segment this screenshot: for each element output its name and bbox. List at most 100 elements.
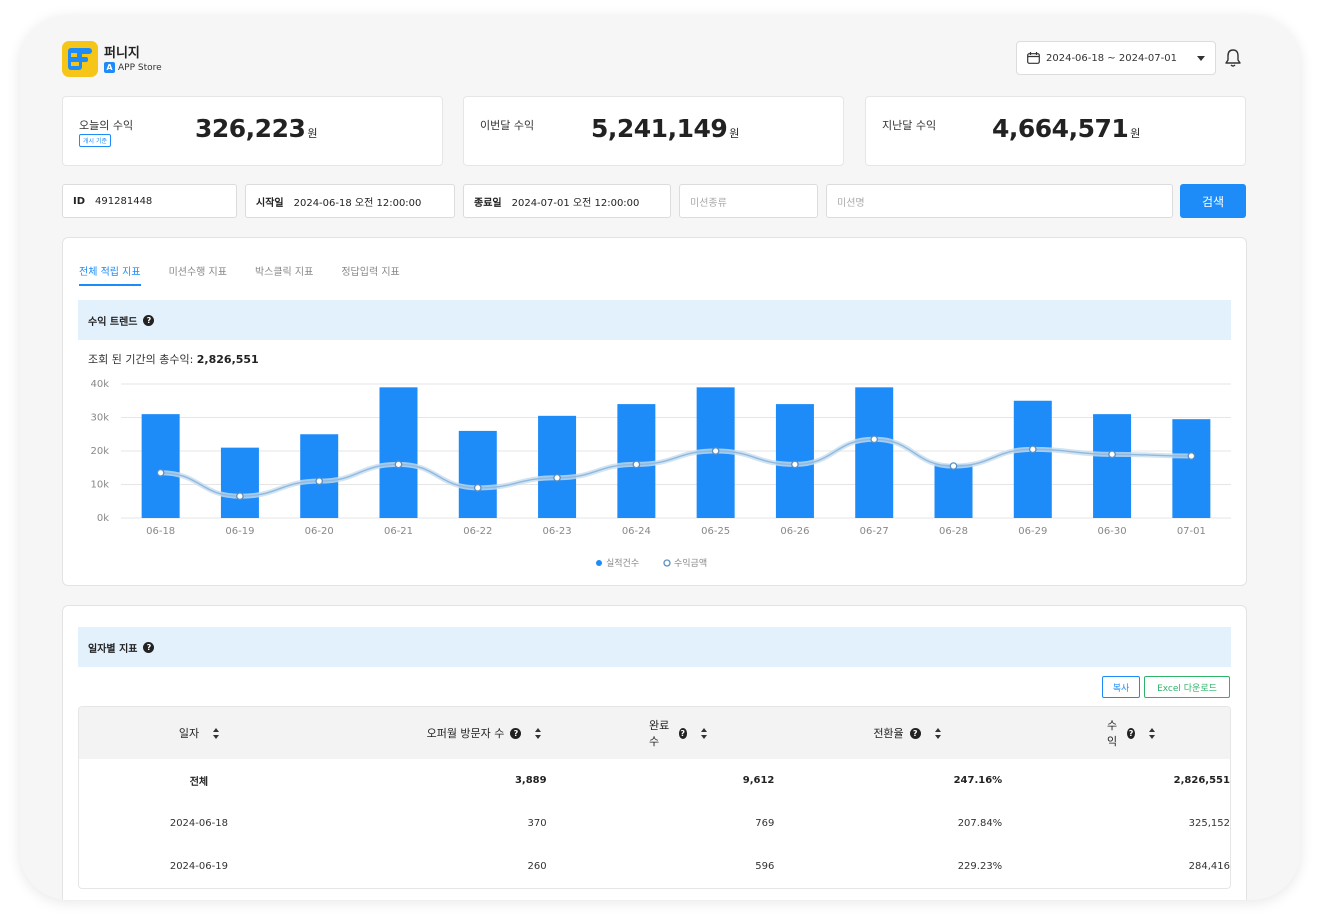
period-total-label: 조회 된 기간의 총수익: xyxy=(88,353,194,366)
help-icon[interactable]: ? xyxy=(909,727,921,739)
cell-revenue: 284,416 xyxy=(1188,861,1230,872)
date-range-picker[interactable]: 2024-06-18 ~ 2024-07-01 xyxy=(1016,41,1216,75)
col-completions[interactable]: 완료수 ? xyxy=(649,717,707,749)
col-conversion-label: 전환율 xyxy=(873,727,904,740)
id-field[interactable]: ID 491281448 xyxy=(62,184,237,218)
legend-line-marker xyxy=(663,559,671,567)
x-tick-label: 06-25 xyxy=(701,526,730,537)
x-tick-label: 06-30 xyxy=(1098,526,1127,537)
stat-unit: 원 xyxy=(729,127,739,140)
stat-last-month-revenue: 지난달 수익 4,664,571 원 xyxy=(865,96,1246,166)
col-visitors[interactable]: 오퍼월 방문자 수 ? xyxy=(319,725,649,741)
id-value: 491281448 xyxy=(95,195,153,207)
line-point xyxy=(949,462,958,470)
stat-label: 이번달 수익 xyxy=(480,119,535,132)
help-icon[interactable]: ? xyxy=(143,314,155,326)
search-button[interactable]: 검색 xyxy=(1180,184,1246,218)
tab-box-click[interactable]: 박스클릭 지표 xyxy=(254,267,314,278)
x-tick-label: 06-22 xyxy=(463,526,492,537)
end-date-value: 2024-07-01 오전 12:00:00 xyxy=(511,197,640,209)
tab-answer-input[interactable]: 정답입력 지표 xyxy=(341,267,400,278)
stat-value: 5,241,149 원 xyxy=(591,114,739,143)
col-completions-label: 완료수 xyxy=(649,719,670,748)
bar xyxy=(1093,414,1132,518)
app-logo-icon xyxy=(68,48,92,70)
x-tick-label: 06-18 xyxy=(146,526,175,537)
trend-section-header: 수익 트렌드 ? xyxy=(78,300,1231,340)
x-tick-label: 06-23 xyxy=(543,526,572,537)
app-name: 퍼니지 xyxy=(104,46,140,61)
help-icon[interactable]: ? xyxy=(678,727,687,739)
stat-number: 5,241,149 xyxy=(591,114,728,143)
bar xyxy=(141,414,180,518)
sort-icon[interactable] xyxy=(701,727,707,739)
daily-title: 일자별 지표 xyxy=(88,643,138,655)
cell-visitors: 370 xyxy=(527,818,547,829)
table-row: 2024-06-19 260 596 229.23% 284,416 xyxy=(79,845,1230,888)
help-icon[interactable]: ? xyxy=(510,727,522,739)
col-revenue[interactable]: 수익 ? xyxy=(1107,717,1155,749)
cell-completions: 9,612 xyxy=(742,775,775,786)
col-visitors-label: 오퍼월 방문자 수 xyxy=(426,727,505,740)
id-label: ID xyxy=(73,195,86,207)
tab-mission[interactable]: 미션수행 지표 xyxy=(168,267,227,278)
bar xyxy=(1172,419,1211,518)
start-date-field[interactable]: 시작일 2024-06-18 오전 12:00:00 xyxy=(245,184,455,218)
y-tick-label: 10k xyxy=(90,480,109,491)
tab-all-earnings[interactable]: 전체 적립 지표 xyxy=(79,263,141,286)
line-point xyxy=(394,460,403,469)
line-point xyxy=(870,435,879,444)
mission-type-placeholder: 미션종류 xyxy=(690,197,727,209)
start-date-value: 2024-06-18 오전 12:00:00 xyxy=(293,197,422,209)
excel-download-button[interactable]: Excel 다운로드 xyxy=(1144,676,1230,698)
line-point xyxy=(1028,445,1037,454)
help-icon[interactable]: ? xyxy=(143,641,155,653)
line-point xyxy=(553,473,561,482)
col-conversion[interactable]: 전환율 ? xyxy=(707,725,1107,741)
x-tick-label: 06-26 xyxy=(780,526,809,537)
stat-this-month-revenue: 이번달 수익 5,241,149 원 xyxy=(463,96,844,166)
x-tick-label: 06-27 xyxy=(860,526,889,537)
stat-number: 326,223 xyxy=(195,114,306,143)
line-point xyxy=(1187,452,1196,460)
store-badge: A APP Store xyxy=(104,62,162,73)
cell-completions: 769 xyxy=(755,818,775,829)
bar xyxy=(458,430,497,518)
app-store-icon: A xyxy=(104,62,115,73)
bar xyxy=(538,415,577,518)
cell-date: 2024-06-19 xyxy=(169,861,228,872)
sort-icon[interactable] xyxy=(213,727,220,739)
x-tick-label: 06-21 xyxy=(384,526,413,537)
sort-icon[interactable] xyxy=(934,727,941,739)
daily-card: 일자별 지표 ? 복사 Excel 다운로드 일자 오퍼월 방문자 수 ? 완료… xyxy=(62,605,1247,900)
stat-label: 오늘의 수익 xyxy=(79,119,134,132)
trend-title: 수익 트렌드 xyxy=(88,316,138,328)
stat-number: 4,664,571 xyxy=(992,114,1129,143)
line-point xyxy=(791,460,799,469)
y-tick-label: 20k xyxy=(90,446,109,457)
cell-visitors: 3,889 xyxy=(514,775,547,786)
bell-icon[interactable] xyxy=(1224,48,1242,68)
stat-value: 4,664,571 원 xyxy=(992,114,1140,143)
stat-unit: 원 xyxy=(307,127,317,140)
cell-completions: 596 xyxy=(755,861,775,872)
bar xyxy=(934,464,973,518)
x-tick-label: 06-19 xyxy=(225,526,254,537)
x-tick-label: 06-24 xyxy=(622,526,651,537)
end-date-label: 종료일 xyxy=(474,197,502,209)
date-range-text: 2024-06-18 ~ 2024-07-01 xyxy=(1046,52,1177,64)
col-revenue-label: 수익 xyxy=(1107,719,1118,748)
bar xyxy=(1013,400,1052,518)
col-date[interactable]: 일자 xyxy=(79,725,319,741)
legend-bar-marker xyxy=(596,560,602,566)
line-point xyxy=(632,460,641,469)
copy-button[interactable]: 복사 xyxy=(1102,676,1140,698)
table-header: 일자 오퍼월 방문자 수 ? 완료수 ? 전환율 ? xyxy=(79,707,1230,759)
sort-icon[interactable] xyxy=(1149,727,1155,739)
end-date-field[interactable]: 종료일 2024-07-01 오전 12:00:00 xyxy=(463,184,671,218)
sort-icon[interactable] xyxy=(535,727,542,739)
mission-type-input[interactable]: 미션종류 xyxy=(679,184,818,218)
help-icon[interactable]: ? xyxy=(1127,727,1135,739)
y-tick-label: 30k xyxy=(90,413,109,424)
mission-name-input[interactable]: 미션명 xyxy=(826,184,1173,218)
